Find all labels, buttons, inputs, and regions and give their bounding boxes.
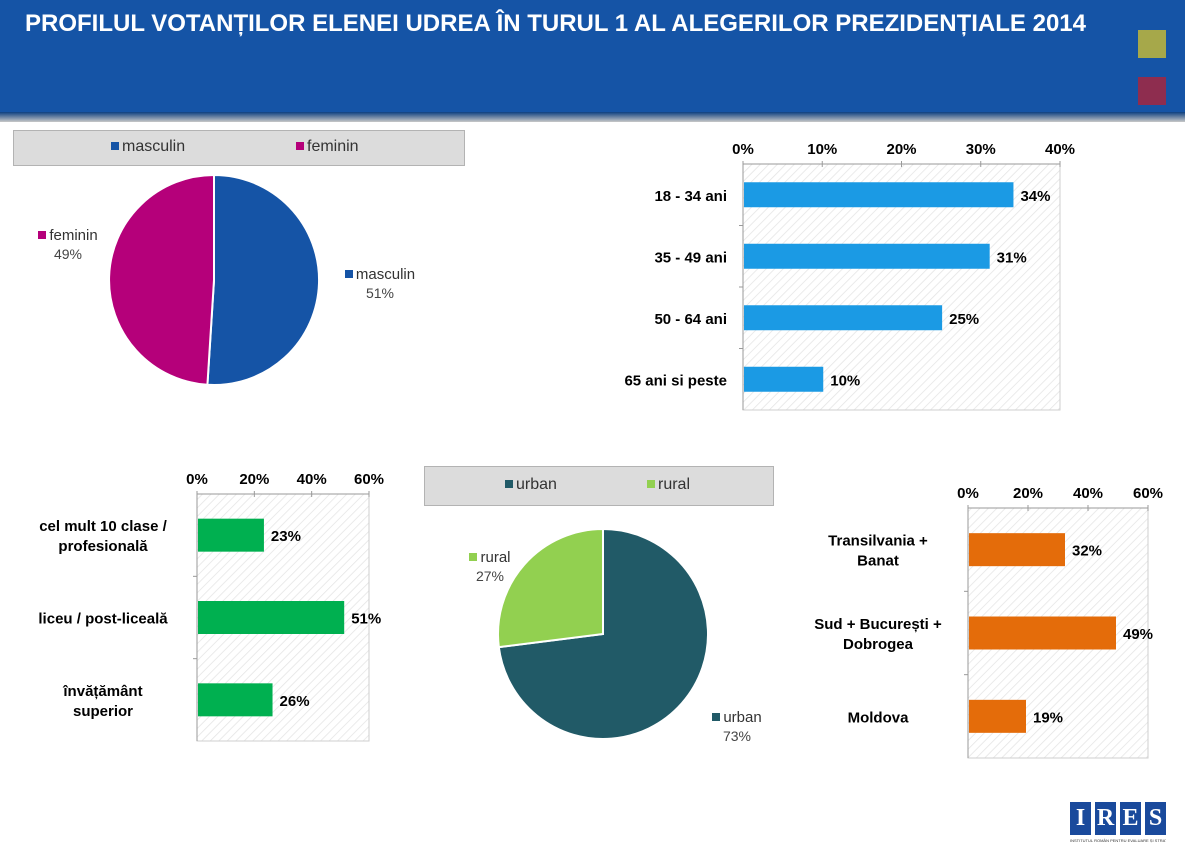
label-swatch-urban (712, 713, 721, 721)
decor-square-maroon (1138, 77, 1166, 105)
category-label: 18 - 34 ani (654, 188, 727, 205)
x-tick-label: 10% (807, 141, 837, 158)
data-label: 49% (1123, 626, 1153, 643)
bar-invatamant-superior (198, 683, 273, 717)
category-label: 50 - 64 ani (654, 311, 727, 328)
data-label: 23% (271, 528, 301, 545)
legend-item-rural: rural (647, 471, 690, 499)
data-label: 31% (997, 249, 1027, 266)
label-swatch-masculin (344, 270, 353, 278)
pie-label-urban-value: 73% (722, 728, 752, 744)
category-label: 35 - 49 ani (654, 249, 727, 266)
data-label: 51% (351, 611, 381, 628)
age-bar-chart: 0% 10% 20% 30% 40% 34% 18 - 34 ani 31% 35 - 49 a… (624, 141, 1075, 411)
pie-label-feminin: feminin 49% (18, 226, 118, 264)
category-label: Moldova (848, 709, 909, 726)
category-label: cel mult 10 clase / profesională (39, 518, 167, 555)
x-tick-label: 20% (886, 141, 916, 158)
logo-letter-s: S (1145, 802, 1166, 835)
bar-50-64-ani (744, 305, 943, 331)
x-tick-label: 0% (957, 485, 979, 502)
bar-35-49-ani (744, 243, 990, 269)
header-banner (0, 0, 1185, 118)
data-label: 34% (1020, 188, 1050, 205)
pie-label-rural-name: rural (480, 549, 511, 566)
legend-item-feminin: feminin (296, 133, 359, 161)
bar-18-34-ani (744, 182, 1014, 208)
pie-label-rural-value: 27% (475, 568, 505, 584)
category-label: Sud + București + Dobrogea (814, 616, 942, 653)
bar-moldova (969, 699, 1026, 733)
logo-letter-i: I (1070, 802, 1091, 835)
legend-item-masculin: masculin (111, 133, 185, 161)
x-tick-label: 40% (1045, 141, 1075, 158)
x-tick-label: 60% (354, 471, 384, 488)
pie-label-masculin-name: masculin (355, 266, 416, 283)
bar-liceu-post-liceala (198, 601, 345, 634)
legend-label-masculin: masculin (122, 138, 186, 155)
legend-label-feminin: feminin (307, 138, 359, 155)
pie-label-masculin: masculin 51% (330, 265, 430, 303)
category-label: liceu / post-liceală (38, 611, 168, 628)
legend-label-rural: rural (658, 476, 691, 493)
legend-swatch-feminin (296, 142, 304, 150)
education-bar-chart: 0% 20% 40% 60% 23% cel mult 10 clase / profesi… (38, 471, 384, 742)
pie-label-rural: rural 27% (440, 548, 540, 586)
data-label: 25% (949, 311, 979, 328)
gender-legend: masculin feminin (13, 130, 465, 166)
residence-pie-chart (497, 527, 709, 740)
category-label: Transilvania + Banat (828, 533, 928, 570)
x-tick-label: 60% (1133, 485, 1163, 502)
x-tick-label: 40% (1073, 485, 1103, 502)
pie-slice-rural (497, 527, 604, 649)
logo-letter-r: R (1095, 802, 1116, 835)
residence-legend: urban rural (424, 466, 774, 506)
x-tick-label: 20% (239, 471, 269, 488)
x-tick-label: 0% (186, 471, 208, 488)
ires-logo: I R E S INSTITUTUL ROMÂN PENTRU EVALUARE… (1070, 802, 1166, 848)
x-tick-label: 30% (966, 141, 996, 158)
logo-letter-e: E (1120, 802, 1141, 835)
pie-label-urban-name: urban (723, 709, 762, 726)
legend-label-urban: urban (516, 476, 557, 493)
label-swatch-feminin (38, 231, 47, 239)
category-label: 65 ani si peste (624, 372, 727, 389)
decor-square-olive (1138, 30, 1166, 58)
legend-item-urban: urban (505, 471, 557, 499)
pie-label-masculin-value: 51% (365, 285, 395, 301)
page-title: PROFILUL VOTANȚILOR ELENEI UDREA ÎN TURU… (25, 10, 1086, 37)
data-label: 10% (830, 372, 860, 389)
x-tick-label: 20% (1013, 485, 1043, 502)
legend-swatch-masculin (111, 142, 119, 150)
pie-slice-masculin (206, 173, 320, 386)
bar-sud-bucuresti-dobrogea (969, 616, 1116, 650)
legend-swatch-rural (647, 480, 655, 488)
pie-label-feminin-value: 49% (53, 246, 83, 262)
header-shadow (0, 112, 1185, 122)
label-swatch-rural (469, 553, 478, 561)
gender-pie-chart (108, 173, 320, 386)
x-tick-label: 0% (732, 141, 754, 158)
region-bar-chart: 0% 20% 40% 60% 32% Transilvania + Banat 49% Sud … (814, 485, 1163, 759)
data-label: 19% (1033, 709, 1063, 726)
bar-transilvania-banat (969, 533, 1065, 567)
pie-slice-feminin (108, 173, 215, 386)
pie-label-urban: urban 73% (692, 708, 782, 746)
category-label: învățământ superior (62, 683, 142, 720)
pie-label-feminin-name: feminin (49, 227, 98, 244)
bar-cel-mult-10-clase-profesionala (198, 518, 264, 552)
logo-subtitle: INSTITUTUL ROMÂN PENTRU EVALUARE ȘI STRA… (1070, 838, 1166, 843)
data-label: 26% (280, 693, 310, 710)
data-label: 32% (1072, 543, 1102, 560)
x-tick-label: 40% (297, 471, 327, 488)
legend-swatch-urban (505, 480, 513, 488)
bar-65-ani-si-peste (744, 366, 824, 392)
